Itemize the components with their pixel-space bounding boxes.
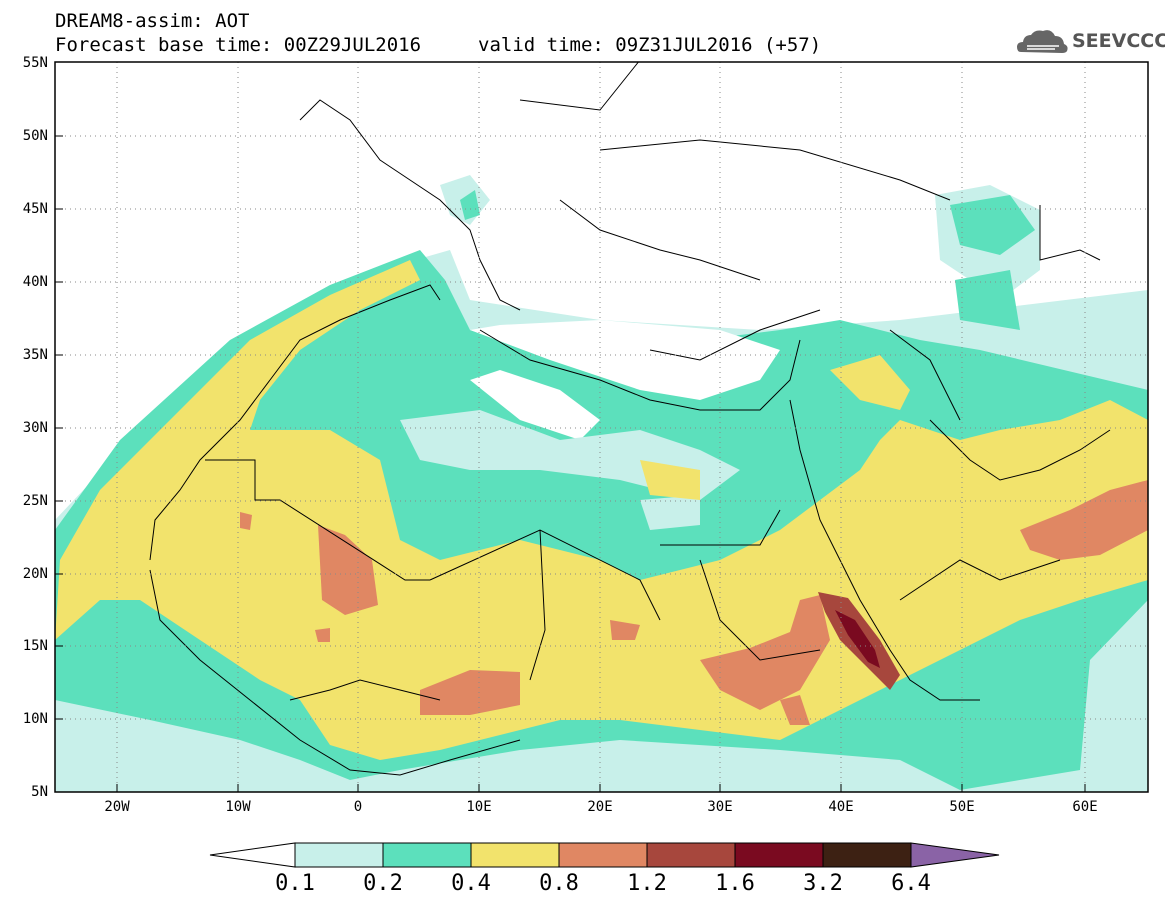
lat-label: 30N (22, 420, 48, 436)
lon-label: 20E (587, 799, 613, 815)
graticule (55, 62, 1148, 792)
map-title: DREAM8-assim: AOT (55, 10, 250, 32)
lon-label: 40E (828, 799, 854, 815)
colorbar-label: 0.4 (451, 871, 491, 896)
lon-label: 20W (104, 799, 130, 815)
lon-label: 10E (466, 799, 492, 815)
lat-label: 35N (22, 347, 48, 363)
aot-field-low (470, 320, 780, 440)
lat-label: 10N (22, 711, 48, 727)
country-borders (149, 62, 1111, 776)
lat-label: 20N (22, 566, 48, 582)
colorbar-label: 1.2 (627, 871, 667, 896)
lon-label: 0 (353, 799, 363, 815)
logo-text: SEEVCCC (1072, 30, 1165, 52)
lat-label: 50N (22, 128, 48, 144)
aot-field-0.8 (240, 480, 1148, 725)
colorbar-label: 1.6 (715, 871, 755, 896)
lon-label: 60E (1072, 799, 1098, 815)
forecast-base-time: Forecast base time: 00Z29JUL2016 (55, 34, 422, 56)
lat-label: 15N (22, 638, 48, 654)
valid-time: valid time: 09Z31JUL2016 (+57) (478, 34, 822, 56)
lon-label: 50E (949, 799, 975, 815)
lon-label: 30E (707, 799, 733, 815)
cloud-icon (1017, 30, 1068, 53)
map-frame (54, 61, 1149, 793)
lat-label: 55N (22, 55, 48, 71)
colorbar-label: 0.1 (275, 871, 315, 896)
colorbar-label: 0.8 (539, 871, 579, 896)
colorbar-label: 6.4 (891, 871, 931, 896)
axis-ticks (55, 135, 1086, 792)
colorbar-label: 3.2 (803, 871, 843, 896)
lat-label: 25N (22, 493, 48, 509)
aot-field-1.6 (835, 610, 880, 668)
lat-label: 5N (31, 784, 48, 800)
lat-label: 45N (22, 201, 48, 217)
lat-label: 40N (22, 274, 48, 290)
lon-label: 10W (225, 799, 251, 815)
colorbar-label: 0.2 (363, 871, 403, 896)
